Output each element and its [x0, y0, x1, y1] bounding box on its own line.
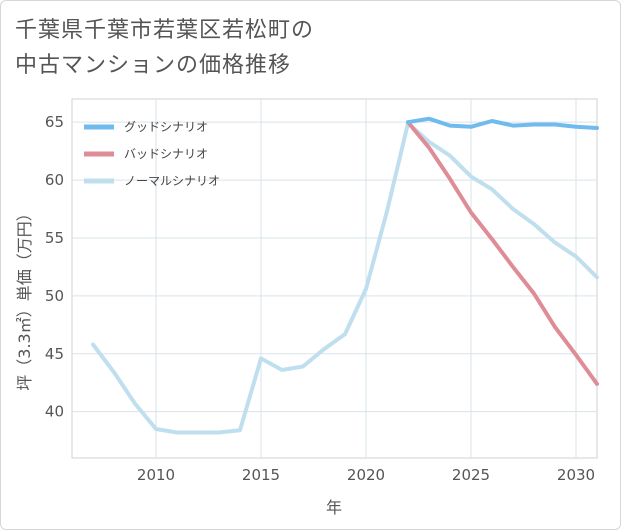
y-tick-label: 50: [45, 287, 64, 305]
y-tick-label: 45: [45, 345, 64, 363]
y-tick-label: 65: [45, 113, 64, 131]
x-tick-label: 2010: [137, 466, 175, 484]
normal-scenario-line: [91, 121, 599, 435]
x-tick-label: 2015: [242, 466, 280, 484]
legend-bad-label: バッドシナリオ: [124, 147, 208, 161]
good-scenario-line: [406, 116, 599, 130]
y-tick-label: 55: [45, 229, 64, 247]
y-axis-title: 坪（3.3㎡）単価（万円）: [15, 205, 34, 390]
x-tick-label: 2020: [347, 466, 385, 484]
y-tick-label: 60: [45, 171, 64, 189]
y-tick-labels: 40 45 50 55 60 65: [45, 113, 64, 421]
chart-title: 千葉県千葉市若葉区若松町の 中古マンションの価格推移: [15, 13, 575, 83]
y-tick-label: 40: [45, 403, 64, 421]
x-tick-label: 2025: [452, 466, 490, 484]
legend-normal-label: ノーマルシナリオ: [124, 174, 220, 188]
chart-title-line-2: 中古マンションの価格推移: [15, 53, 292, 78]
plot-area: [71, 98, 598, 459]
bad-scenario-line: [406, 120, 599, 386]
chart-title-line-1: 千葉県千葉市若葉区若松町の: [15, 18, 315, 43]
x-axis-title: 年: [326, 498, 342, 517]
x-tick-label: 2030: [557, 466, 595, 484]
grid-lines: [72, 99, 597, 458]
legend-good-label: グッドシナリオ: [124, 120, 208, 134]
x-tick-labels: 2010 2015 2020 2025 2030: [137, 466, 595, 484]
series-lines: [91, 116, 599, 435]
